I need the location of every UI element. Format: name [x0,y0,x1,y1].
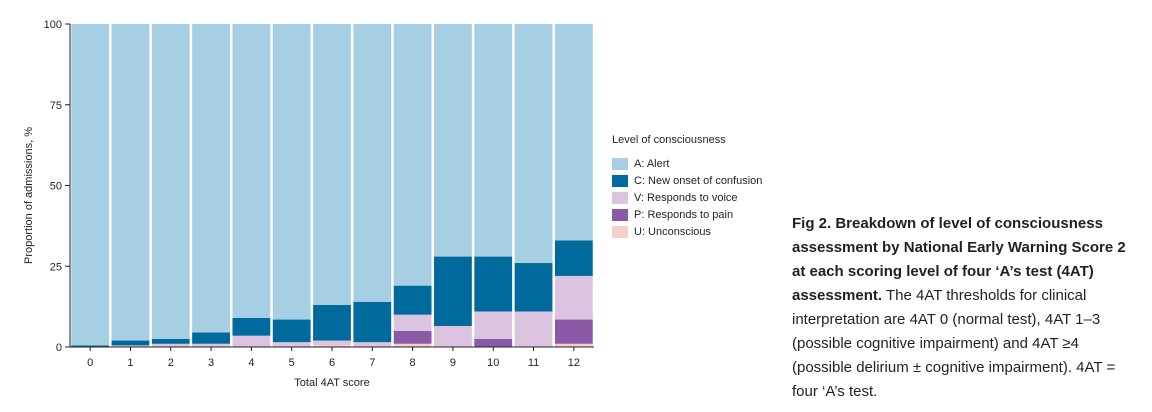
legend-label-voice: V: Responds to voice [634,191,738,204]
bar-segment-6-s4 [313,24,351,306]
y-tick-label: 50 [50,181,62,193]
x-tick-label: 3 [208,357,214,369]
legend-item-alert: A: Alert [612,155,762,172]
y-tick-label: 25 [50,261,62,273]
y-axis-title: Proportion of admissions, % [23,127,35,264]
bar-segment-10-s3 [474,256,513,312]
bar-segment-11-s2 [514,311,553,347]
y-tick-label: 75 [50,100,62,112]
x-axis-title: Total 4AT score [294,377,369,389]
x-tick-label: 5 [289,357,295,369]
figure-caption: Fig 2. Breakdown of level of consciousne… [792,212,1132,404]
bars-group [71,24,593,347]
bar-segment-0-s4 [71,24,110,346]
bar-segment-3-s3 [192,332,230,344]
x-tick-label: 11 [528,357,539,369]
bar-segment-8-s0 [393,343,432,347]
bar-segment-7-s4 [353,24,392,302]
bar-segment-12-s1 [554,319,593,344]
x-tick-label: 4 [248,357,254,369]
bar-segment-0-s3 [71,345,110,347]
x-tick-label: 12 [568,357,580,369]
legend-swatch-alert [612,157,628,170]
legend-label-unconscious: U: Unconscious [634,225,712,238]
legend-swatch-confusion [612,174,628,187]
bar-segment-12-s3 [554,240,593,276]
bar-segment-11-s3 [514,263,553,312]
bar-segment-9-s2 [434,326,472,347]
x-tick-label: 9 [450,357,456,369]
x-tick-label: 10 [487,357,499,369]
bar-segment-12-s0 [554,343,593,347]
y-tick-label: 0 [56,342,62,354]
x-tick-label: 2 [168,357,174,369]
bar-segment-9-s3 [434,256,472,327]
bar-segment-7-s2 [353,342,392,347]
legend-swatch-unconscious [612,225,628,238]
bar-segment-8-s2 [393,314,432,331]
legend-swatch-voice [612,191,628,204]
x-tick-label: 1 [127,357,133,369]
bar-segment-6-s0 [313,345,351,347]
bar-segment-2-s3 [151,338,190,344]
caption-title: Fig 2. Breakdown of level of consciousne… [792,215,1126,304]
bar-segment-1-s3 [111,340,150,346]
bar-segment-4-s2 [232,335,271,347]
bar-segment-4-s4 [232,24,271,318]
bar-segment-7-s3 [353,301,392,343]
bar-segment-8-s1 [393,330,432,344]
bar-segment-8-s4 [393,24,432,286]
bar-segment-12-s4 [554,24,593,241]
bar-segment-4-s3 [232,317,271,336]
x-tick-label: 7 [369,357,375,369]
x-tick-label: 0 [87,357,93,369]
legend-label-pain: P: Responds to pain [634,208,734,221]
legend-label-confusion: C: New onset of confusion [634,174,763,187]
legend-item-voice: V: Responds to voice [612,189,762,206]
x-tick-label: 6 [329,357,335,369]
chart-legend: Level of consciousness A: Alert C: New o… [612,134,762,240]
legend-item-pain: P: Responds to pain [612,206,762,223]
y-tick-label: 100 [44,19,62,31]
x-axis-ticks: 0 1 2 3 4 5 6 7 8 9 10 11 12 [87,347,580,369]
bar-segment-5-s4 [272,24,311,320]
bar-segment-2-s2 [151,343,190,347]
bar-segment-5-s2 [272,342,311,347]
bar-segment-11-s4 [514,24,553,264]
bar-segment-12-s2 [554,275,593,320]
bar-segment-5-s3 [272,319,311,343]
legend-title: Level of consciousness [612,134,726,146]
bar-segment-10-s2 [474,311,513,339]
bar-segment-1-s2 [111,345,150,347]
y-axis-ticks: 0 25 50 75 100 [44,19,70,354]
legend-label-alert: A: Alert [634,157,670,170]
x-tick-label: 8 [410,357,416,369]
bar-segment-9-s4 [434,24,472,257]
bar-segment-6-s2 [313,340,351,346]
legend-item-unconscious: U: Unconscious [612,223,762,240]
bar-segment-8-s3 [393,285,432,315]
bar-segment-3-s2 [192,343,230,347]
bar-segment-6-s3 [313,305,351,341]
bar-segment-3-s4 [192,24,230,333]
bar-segment-10-s1 [474,338,513,347]
bar-segment-1-s4 [111,24,150,341]
legend-swatch-pain [612,208,628,221]
bar-segment-10-s4 [474,24,513,257]
legend-item-confusion: C: New onset of confusion [612,172,762,189]
caption-body: The 4AT thresholds for clinical interpre… [792,287,1116,400]
bar-segment-2-s4 [151,24,190,339]
